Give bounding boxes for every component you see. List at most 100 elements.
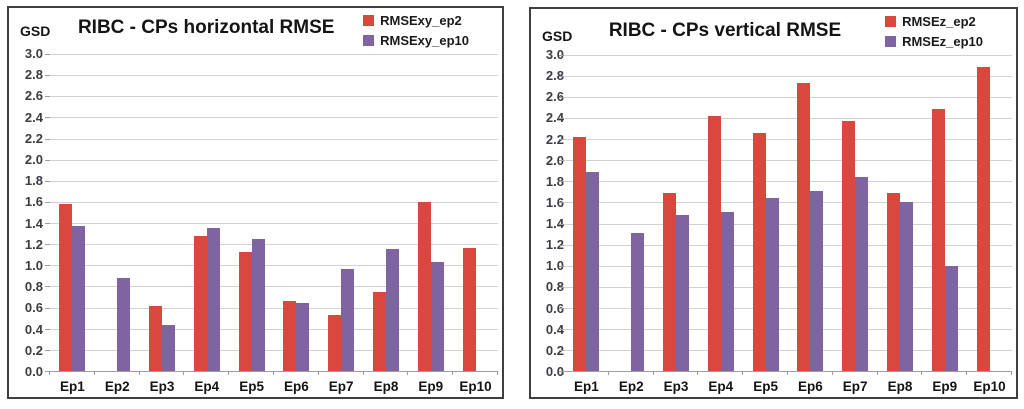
y-tick-label: 2.4 [545, 110, 564, 126]
y-tick-mark [559, 371, 564, 372]
y-axis-tick-labels: 3.0 2.8 2.6 2.4 2.2 2.0 1.8 1.6 1.4 1.2 1.0 0.8 0.6 0… [534, 48, 564, 379]
gridline [50, 75, 498, 77]
y-tick-mark [559, 286, 564, 288]
bars [50, 54, 498, 371]
category-group-Ep2 [95, 54, 140, 371]
bar-RMSEz_ep2-Ep10 [976, 66, 990, 371]
x-tick-label: Ep5 [753, 379, 778, 394]
x-tick-mark [452, 371, 454, 375]
legend-label: RMSExy_ep10 [380, 33, 469, 48]
chart-panel-horizontal-rmse: GSD RIBC - CPs horizontal RMSE RMSExy_ep… [7, 6, 504, 399]
category-group-Ep7 [833, 55, 878, 371]
x-tick-mark [317, 371, 319, 375]
gridline [50, 117, 498, 119]
x-tick-mark [742, 371, 744, 375]
category-group-Ep6 [788, 55, 833, 371]
gridline [50, 349, 498, 351]
y-tick-label: 0.0 [545, 364, 564, 379]
bar-RMSEz_ep10-Ep7 [855, 177, 869, 371]
category-group-Ep4 [184, 54, 229, 371]
gridline [564, 265, 1012, 267]
y-tick-label: 2.2 [545, 131, 564, 147]
bar-RMSExy_ep2-Ep7 [328, 315, 342, 371]
legend-label: RMSEz_ep2 [902, 14, 976, 29]
gridline [564, 55, 1012, 56]
bar-RMSExy_ep10-Ep2 [117, 278, 131, 371]
x-tick-label: Ep10 [973, 379, 1006, 394]
bar-RMSExy_ep2-Ep1 [59, 204, 73, 371]
gridline [50, 307, 498, 309]
x-tick-mark [697, 371, 699, 375]
bar-RMSEz_ep10-Ep8 [899, 202, 913, 371]
x-tick-mark [497, 371, 498, 375]
y-tick-label: 1.0 [545, 258, 564, 274]
gridline [564, 76, 1012, 78]
y-tick-label: 1.6 [545, 194, 564, 210]
x-tick-mark [183, 371, 185, 375]
y-tick-label: 2.8 [24, 67, 43, 83]
bar-RMSExy_ep2-Ep8 [372, 291, 386, 371]
gridline [50, 328, 498, 330]
x-tick-mark [138, 371, 140, 375]
x-tick-label: Ep4 [194, 379, 220, 394]
y-tick-label: 0.6 [545, 300, 564, 316]
bar-RMSExy_ep10-Ep5 [251, 238, 265, 371]
bar-RMSExy_ep10-Ep6 [296, 303, 310, 371]
x-axis-tick-labels: Ep1 Ep2 Ep3 Ep4 Ep5 Ep6 Ep7 Ep8 Ep9 Ep10 [50, 379, 498, 394]
x-tick-label: Ep4 [708, 379, 734, 394]
y-tick-label: 1.2 [24, 236, 43, 252]
y-tick-label: 1.4 [545, 216, 564, 232]
gridline [50, 96, 498, 98]
y-tick-mark [45, 286, 50, 288]
x-tick-mark [652, 371, 654, 375]
y-tick-mark [45, 75, 50, 77]
y-tick-mark [45, 244, 50, 246]
y-tick-mark [45, 117, 50, 119]
x-tick-label: Ep5 [239, 379, 264, 394]
category-group-Ep3 [654, 55, 699, 371]
gridline [564, 349, 1012, 351]
x-tick-label: Ep8 [373, 379, 399, 394]
x-tick-label: Ep3 [663, 379, 689, 394]
gridline [50, 265, 498, 267]
y-tick-label: 2.2 [24, 130, 43, 146]
x-axis-tick-labels: Ep1 Ep2 Ep3 Ep4 Ep5 Ep6 Ep7 Ep8 Ep9 Ep10 [564, 379, 1012, 394]
y-tick-label: 0.6 [24, 300, 43, 316]
y-tick-label: 3.0 [545, 47, 564, 62]
x-tick-mark [273, 371, 274, 375]
x-tick-mark [831, 371, 833, 375]
x-tick-label: Ep6 [284, 379, 309, 394]
x-tick-mark [563, 371, 564, 375]
bar-RMSExy_ep10-Ep3 [161, 324, 175, 371]
y-tick-mark [45, 96, 50, 98]
x-tick-label: Ep7 [842, 379, 868, 394]
y-axis-unit-label: GSD [20, 23, 51, 39]
y-tick-label: 0.2 [24, 342, 43, 358]
category-group-Ep6 [274, 54, 319, 371]
x-tick-label: Ep1 [574, 379, 599, 394]
bar-RMSEz_ep10-Ep4 [720, 211, 734, 371]
gridline [50, 159, 498, 161]
bar-RMSExy_ep2-Ep6 [283, 301, 297, 371]
y-tick-mark [559, 118, 564, 120]
y-tick-mark [559, 328, 564, 330]
legend-swatch-purple-icon [885, 36, 897, 47]
y-tick-label: 2.6 [545, 89, 564, 105]
y-tick-label: 2.0 [24, 152, 43, 168]
x-tick-label: Ep10 [459, 379, 492, 394]
chart-panel-vertical-rmse: GSD RIBC - CPs vertical RMSE RMSEz_ep2 R… [529, 7, 1018, 399]
y-tick-label: 0.2 [545, 342, 564, 358]
y-axis-tick-labels: 3.0 2.8 2.6 2.4 2.2 2.0 1.8 1.6 1.4 1.2 1.0 0.8 0.6 0… [13, 47, 43, 379]
gridline [50, 286, 498, 288]
bar-RMSExy_ep10-Ep7 [341, 268, 355, 371]
gridline [564, 160, 1012, 162]
category-group-Ep1 [564, 55, 609, 371]
x-tick-mark [921, 371, 923, 375]
bar-RMSEz_ep10-Ep3 [675, 215, 689, 371]
legend-swatch-purple-icon [363, 35, 375, 46]
gridlines [559, 55, 1012, 375]
y-tick-label: 0.8 [545, 279, 564, 295]
bar-RMSEz_ep2-Ep6 [797, 83, 811, 371]
y-tick-mark [559, 244, 564, 246]
